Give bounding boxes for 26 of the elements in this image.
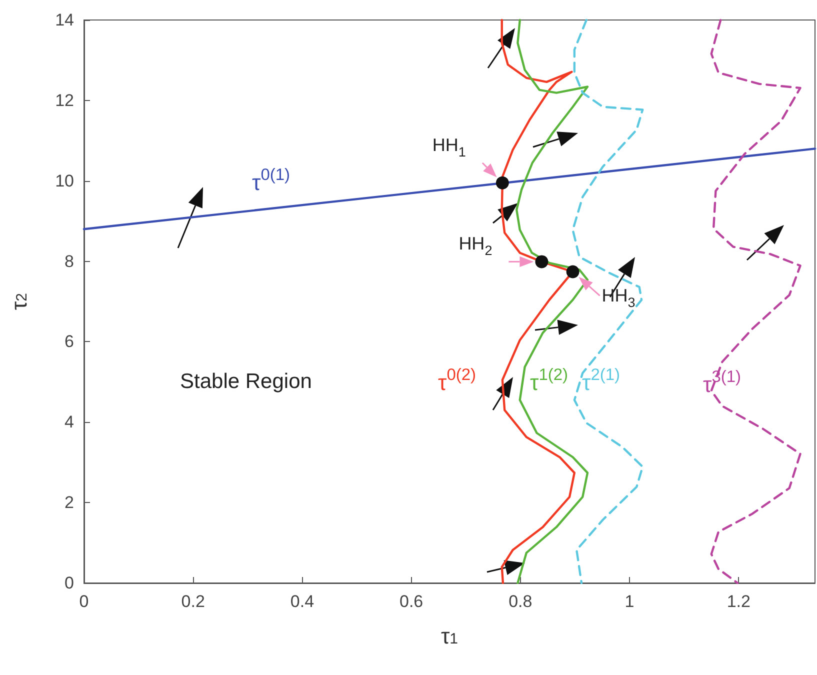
- line-series: [572, 18, 644, 584]
- annotation: Stable Region: [180, 370, 312, 393]
- x-tick-label: 0.4: [290, 592, 314, 611]
- annotation: HH$_{2}$: [458, 234, 492, 258]
- x-tick-label: 1: [624, 592, 634, 611]
- x-tick-label: 0.8: [508, 592, 532, 611]
- y-tick-label: 0: [64, 574, 74, 592]
- annotation: HH$_{1}$: [432, 134, 466, 160]
- y-tick-label: 12: [55, 90, 74, 110]
- y-tick-label: 8: [64, 252, 74, 271]
- line-series: [710, 18, 802, 584]
- y-tick-label: 6: [64, 332, 74, 352]
- point: [496, 176, 509, 190]
- x-axis-title: τ1: [440, 624, 458, 648]
- y-tick-label: 4: [64, 412, 74, 432]
- x-tick-label: 0.6: [399, 592, 424, 611]
- annotation: HH$_{3}$: [602, 286, 636, 310]
- y-axis-title: τ2: [6, 292, 32, 310]
- x-tick-label: 1.2: [726, 592, 750, 611]
- point: [566, 265, 580, 278]
- point: [535, 255, 548, 268]
- x-tick-label: 0.2: [181, 592, 205, 611]
- x-tick-label: 0: [79, 592, 89, 611]
- y-tick-label: 2: [64, 493, 74, 512]
- y-tick-label: 10: [55, 171, 74, 190]
- y-tick-label: 14: [55, 10, 74, 30]
